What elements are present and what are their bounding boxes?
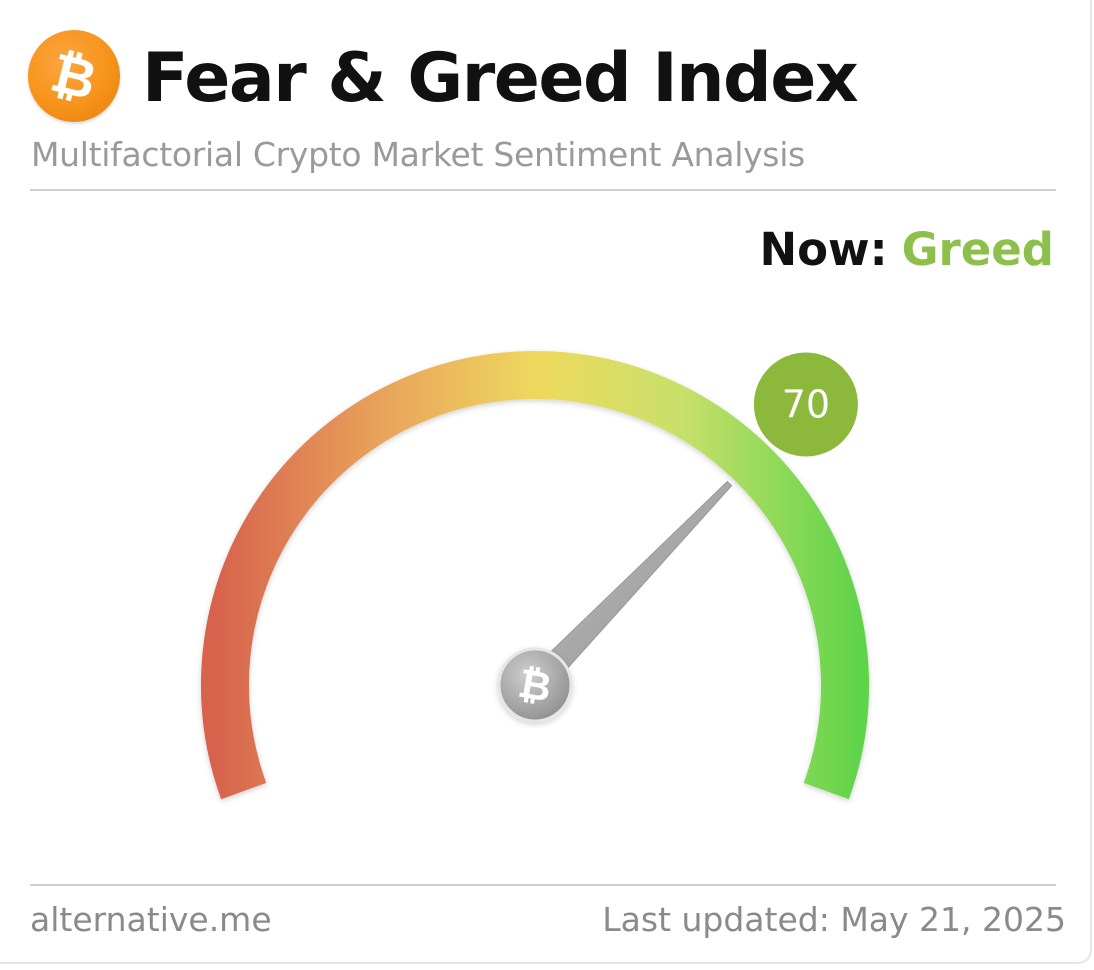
last-updated: Last updated: May 21, 2025 <box>602 900 1066 939</box>
footer-divider <box>30 884 1056 886</box>
needle-hub <box>497 647 573 723</box>
header-divider <box>30 189 1056 191</box>
gauge-arc <box>201 351 869 800</box>
page-subtitle: Multifactorial Crypto Market Sentiment A… <box>31 135 805 174</box>
header: ₿ Fear & Greed Index Multifactorial Cryp… <box>28 28 1056 190</box>
value-bubble <box>753 352 858 457</box>
now-label: Now: <box>759 223 888 276</box>
bitcoin-logo: ₿ <box>28 30 120 122</box>
now-value: Greed <box>901 223 1054 276</box>
current-status: Now: Greed <box>759 222 1054 278</box>
source-link[interactable]: alternative.me <box>30 900 272 939</box>
page-title: Fear & Greed Index <box>142 39 859 118</box>
bitcoin-icon: ₿ <box>515 661 555 712</box>
value-label: 70 <box>782 382 830 426</box>
